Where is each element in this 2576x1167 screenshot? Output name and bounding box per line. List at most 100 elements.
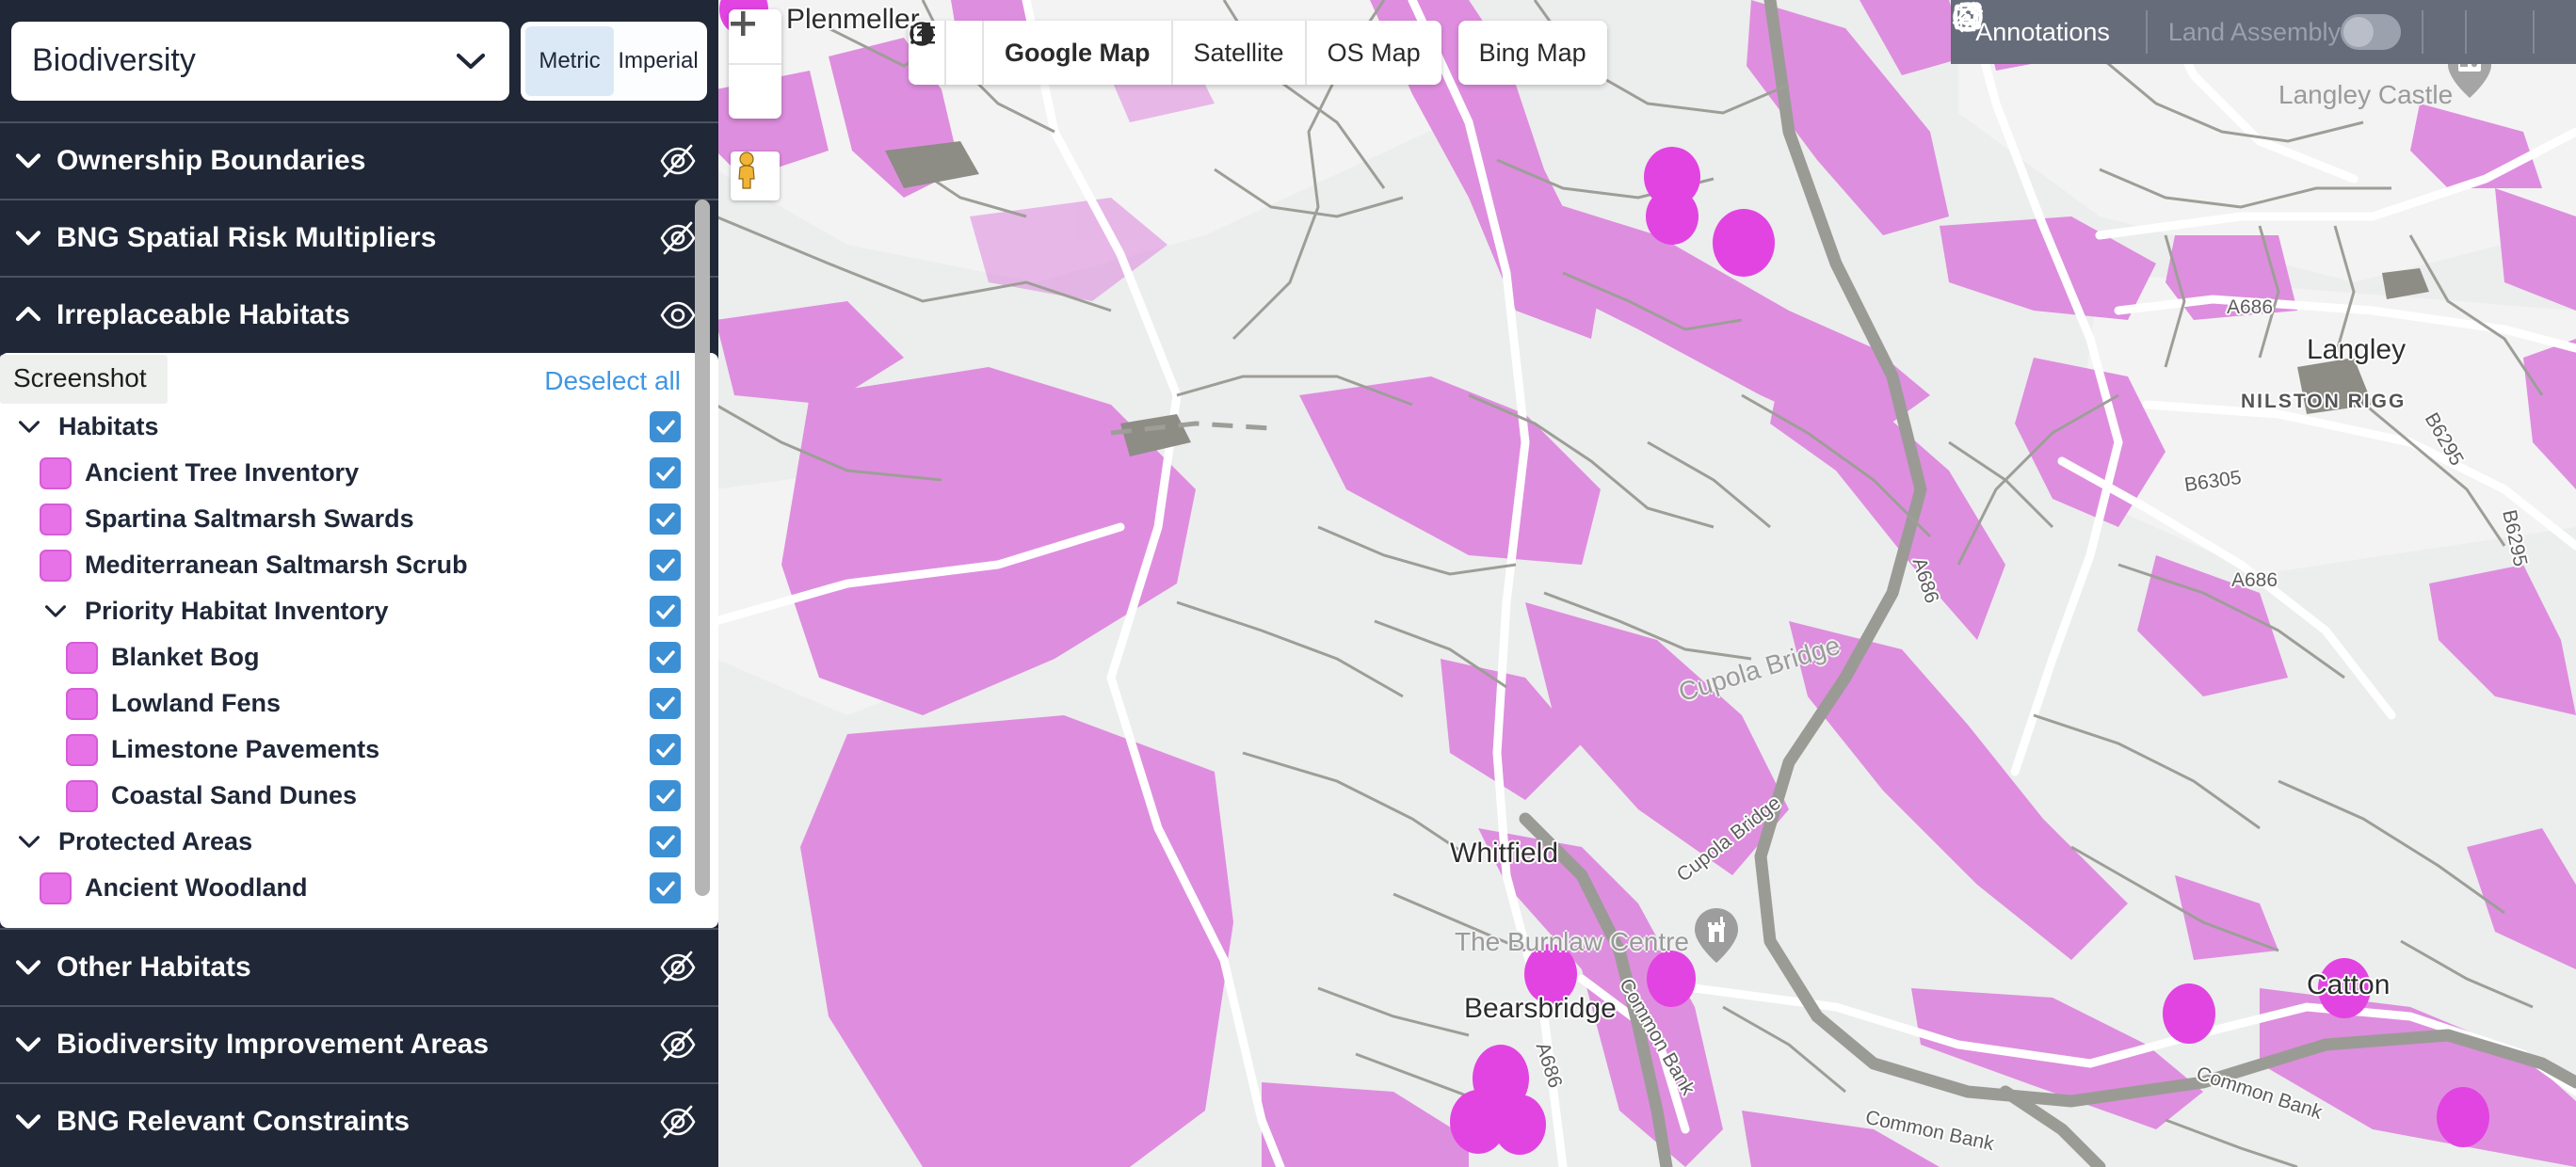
unit-metric-option[interactable]: Metric: [525, 25, 614, 96]
unit-system-toggle[interactable]: Metric Imperial: [521, 21, 707, 101]
annotations-control[interactable]: Annotations: [1953, 2, 2125, 47]
layer-checkbox[interactable]: [650, 411, 681, 442]
layer-group-biodiversity-improvement-areas[interactable]: Biodiversity Improvement Areas: [0, 1005, 718, 1082]
layer-tree-label: Priority Habitat Inventory: [85, 597, 389, 625]
basemap-toolbar[interactable]: Google Map Satellite OS Map Bing Map: [909, 21, 1607, 85]
annotations-toolbar[interactable]: Annotations Land Assembly: [1951, 0, 2576, 64]
tree-expand-toggle[interactable]: [40, 602, 72, 620]
eye-icon: [660, 301, 696, 329]
layer-checkbox[interactable]: [650, 596, 681, 627]
layer-tree-row[interactable]: Protected Areas: [0, 819, 718, 865]
eye-off-icon: [660, 1105, 696, 1139]
chevron-down-icon: [19, 836, 40, 848]
layer-tree-row[interactable]: Spartina Saltmarsh Swards: [0, 496, 718, 542]
chevron-down-icon: [15, 960, 41, 975]
layer-checkbox[interactable]: [650, 688, 681, 719]
layer-checkbox[interactable]: [650, 457, 681, 488]
layer-tree-row[interactable]: Coastal Sand Dunes: [0, 773, 718, 819]
layer-tree-row[interactable]: Mediterranean Saltmarsh Scrub: [0, 542, 718, 588]
chevron-down-icon: [15, 153, 41, 168]
layer-group-ownership-boundaries[interactable]: Ownership Boundaries: [0, 121, 718, 199]
layer-group-label: Irreplaceable Habitats: [56, 299, 350, 330]
layers-panel[interactable]: Biodiversity Metric Imperial Ownership B…: [0, 0, 718, 1167]
check-icon: [655, 465, 675, 481]
land-assembly-control[interactable]: Land Assembly: [2168, 18, 2341, 47]
panel-scrollbar[interactable]: [695, 200, 710, 896]
group-expand-toggle[interactable]: [9, 151, 47, 171]
basemap-group[interactable]: Google Map Satellite OS Map: [909, 21, 1441, 85]
layer-group-label: Other Habitats: [56, 951, 251, 983]
land-assembly-toggle[interactable]: [2341, 14, 2401, 50]
habitat-color-swatch: [66, 733, 98, 766]
layer-tree-label: Lowland Fens: [111, 689, 282, 717]
layer-tree-row[interactable]: Blanket Bog: [0, 634, 718, 680]
bing-map-label: Bing Map: [1478, 38, 1586, 67]
layer-tree-row[interactable]: Habitats: [0, 404, 718, 450]
layer-group-other-habitats[interactable]: Other Habitats: [0, 928, 718, 1005]
habitat-color-swatch: [66, 687, 98, 720]
tree-expand-toggle[interactable]: [13, 833, 45, 851]
unit-imperial-option[interactable]: Imperial: [618, 47, 699, 73]
street-view-pegman[interactable]: [731, 152, 780, 200]
divider: [2533, 10, 2535, 54]
layer-visibility-toggle[interactable]: [658, 296, 698, 335]
layer-tree-label: Spartina Saltmarsh Swards: [85, 504, 414, 533]
layer-checkbox[interactable]: [650, 780, 681, 811]
layer-tree-row[interactable]: Priority Habitat Inventory: [0, 588, 718, 634]
layer-tree-label: Limestone Pavements: [111, 735, 380, 763]
eye-off-icon: [660, 221, 696, 255]
irreplaceable-habitats-content: Deselect all Habitats Ancient Tree Invento…: [0, 353, 718, 928]
eye-off-icon: [660, 1028, 696, 1062]
layer-category-select[interactable]: Biodiversity: [11, 21, 509, 101]
card-header: Deselect all: [0, 357, 718, 404]
layer-visibility-toggle[interactable]: [658, 948, 698, 987]
layer-tree-label: Ancient Tree Inventory: [85, 458, 360, 487]
divider: [2422, 10, 2423, 54]
layer-checkbox[interactable]: [650, 550, 681, 581]
layer-visibility-toggle[interactable]: [658, 218, 698, 258]
check-icon: [655, 742, 675, 758]
layer-checkbox[interactable]: [650, 642, 681, 673]
group-expand-toggle[interactable]: [9, 305, 47, 326]
layer-group-irreplaceable-habitats[interactable]: Irreplaceable Habitats: [0, 276, 718, 353]
pegman-icon: [738, 152, 755, 189]
screenshot-tooltip: Screenshot: [0, 355, 168, 404]
layer-group-list[interactable]: Ownership Boundaries BNG Spatial Risk Mul…: [0, 121, 718, 1167]
layer-tree-row[interactable]: Limestone Pavements: [0, 727, 718, 773]
group-expand-toggle[interactable]: [9, 957, 47, 978]
divider: [2465, 10, 2467, 54]
layer-checkbox[interactable]: [650, 504, 681, 535]
panel-header: Biodiversity Metric Imperial: [0, 0, 718, 121]
layer-group-bng-spatial-risk-multipliers[interactable]: BNG Spatial Risk Multipliers: [0, 199, 718, 276]
layer-visibility-toggle[interactable]: [658, 1102, 698, 1142]
group-expand-toggle[interactable]: [9, 1111, 47, 1132]
layer-checkbox[interactable]: [650, 872, 681, 903]
tree-expand-toggle[interactable]: [13, 418, 45, 436]
basemap-satellite[interactable]: Satellite: [1173, 21, 1307, 85]
layer-tree-label: Ancient Woodland: [85, 873, 308, 902]
deselect-all-link[interactable]: Deselect all: [544, 366, 681, 395]
layer-visibility-toggle[interactable]: [658, 1025, 698, 1064]
zoom-out-button[interactable]: [729, 22, 781, 119]
chevron-down-icon: [457, 53, 485, 69]
chevron-down-icon: [19, 421, 40, 433]
group-expand-toggle[interactable]: [9, 228, 47, 248]
layer-checkbox[interactable]: [650, 734, 681, 765]
contrast-button[interactable]: [910, 21, 984, 85]
habitat-color-swatch: [66, 779, 98, 812]
layer-tree-row[interactable]: Ancient Tree Inventory: [0, 450, 718, 496]
layer-tree-row[interactable]: Ancient Woodland: [0, 865, 718, 911]
layer-group-bng-relevant-constraints[interactable]: BNG Relevant Constraints: [0, 1082, 718, 1159]
basemap-os-map[interactable]: OS Map: [1327, 38, 1421, 67]
layer-visibility-toggle[interactable]: [658, 141, 698, 181]
map-zoom-control[interactable]: [729, 9, 781, 119]
layer-tree-row[interactable]: Lowland Fens: [0, 680, 718, 727]
layer-checkbox[interactable]: [650, 826, 681, 857]
basemap-bing-map-external[interactable]: Bing Map: [910, 21, 1607, 85]
chevron-up-icon: [15, 307, 41, 322]
group-expand-toggle[interactable]: [9, 1034, 47, 1055]
layer-group-label: BNG Relevant Constraints: [56, 1106, 411, 1137]
eye-off-icon: [660, 951, 696, 984]
basemap-google-map[interactable]: Google Map: [984, 21, 1173, 85]
